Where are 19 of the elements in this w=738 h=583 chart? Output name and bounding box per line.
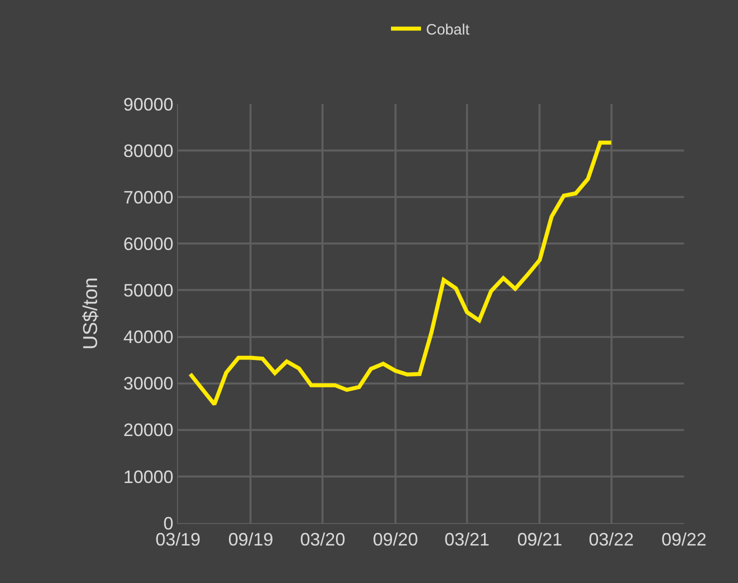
y-tick-label: 90000 xyxy=(123,94,174,114)
x-tick-label: 09/22 xyxy=(661,530,707,550)
y-tick-label: 10000 xyxy=(123,466,174,487)
y-tick-label: 60000 xyxy=(123,234,174,254)
y-axis-title: US$/ton xyxy=(80,277,102,350)
y-tick-label: 30000 xyxy=(123,374,174,394)
line-series xyxy=(188,140,614,406)
y-tick-label: 40000 xyxy=(123,327,174,348)
x-tick-label: 09/21 xyxy=(517,530,562,550)
x-tick-label: 09/19 xyxy=(228,530,274,550)
y-tick-label: 80000 xyxy=(123,140,174,161)
y-tick-label: 70000 xyxy=(123,187,174,208)
x-tick-label: 09/20 xyxy=(372,530,418,550)
y-tick-label: 20000 xyxy=(123,420,174,440)
x-tick-label: 03/21 xyxy=(444,530,490,550)
y-tick-label: 50000 xyxy=(123,280,174,301)
legend-label: Cobalt xyxy=(426,21,470,38)
x-tick-label: 03/20 xyxy=(300,530,346,550)
x-tick-label: 03/22 xyxy=(588,530,634,550)
